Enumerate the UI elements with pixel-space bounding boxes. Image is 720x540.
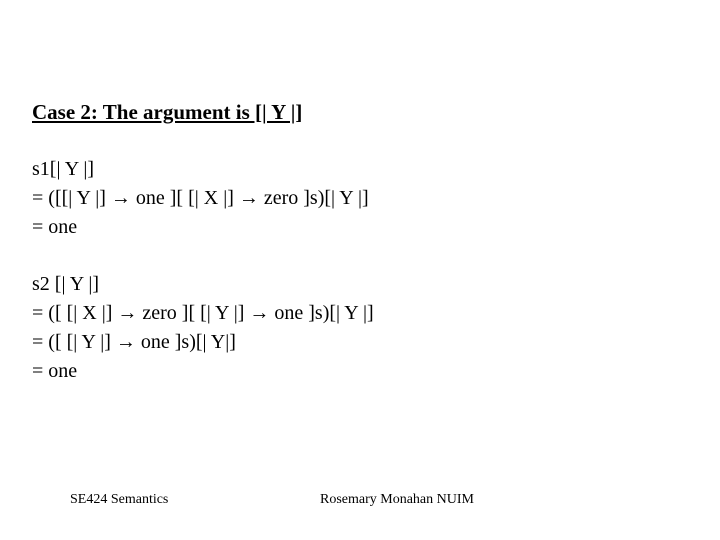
s2-line-1: s2 [| Y |] <box>32 270 688 299</box>
s2-line-4: = one <box>32 357 688 386</box>
derivation-block-s1: s1[| Y |] = ([[| Y |] → one ][ [| X |] →… <box>32 155 688 242</box>
derivation-block-s2: s2 [| Y |] = ([ [| X |] → zero ][ [| Y |… <box>32 270 688 386</box>
footer-course-code: SE424 Semantics <box>70 492 168 508</box>
s1-line-2: = ([[| Y |] → one ][ [| X |] → zero ]s)[… <box>32 184 688 213</box>
s2-line-2: = ([ [| X |] → zero ][ [| Y |] → one ]s)… <box>32 299 688 328</box>
footer-author: Rosemary Monahan NUIM <box>320 492 474 508</box>
s2-line-3: = ([ [| Y |] → one ]s)[| Y|] <box>32 328 688 357</box>
slide: Case 2: The argument is [| Y |] s1[| Y |… <box>0 0 720 540</box>
s1-line-3: = one <box>32 213 688 242</box>
case-heading: Case 2: The argument is [| Y |] <box>32 100 688 125</box>
s1-line-1: s1[| Y |] <box>32 155 688 184</box>
